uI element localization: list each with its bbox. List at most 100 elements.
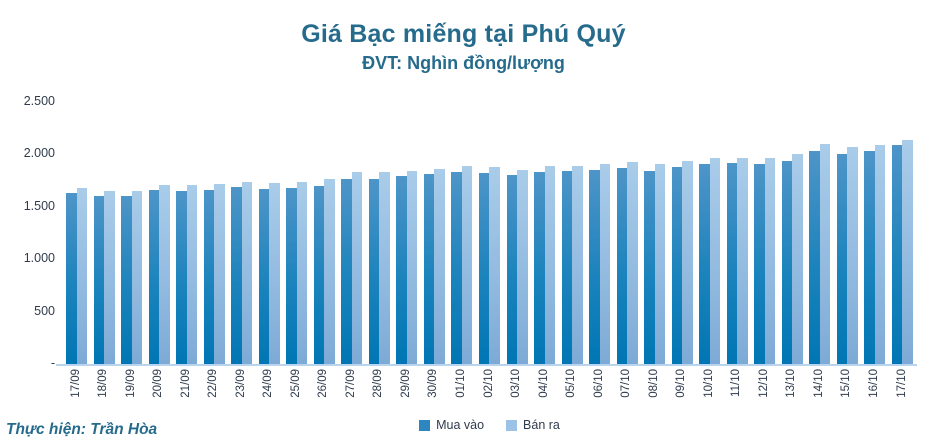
buy-bar-09-10 <box>671 166 683 364</box>
chart-header: Giá Bạc miếng tại Phú Quý ĐVT: Nghìn đồn… <box>0 18 927 76</box>
chart-title: Giá Bạc miếng tại Phú Quý <box>301 20 626 48</box>
bar-group-16-10 <box>864 144 886 364</box>
x-tick-label: 01/10 <box>454 369 467 398</box>
bar-group-19-09 <box>121 191 143 364</box>
sell-swatch-icon <box>506 419 518 431</box>
buy-bar-11-10 <box>726 162 738 364</box>
footer-credit: Thực hiện: Trần Hòa <box>6 421 158 438</box>
sell-bar-04-10 <box>544 165 556 364</box>
x-tick-label: 20/09 <box>152 369 165 398</box>
bar-group-23-09 <box>231 181 253 364</box>
bar-group-29-09 <box>396 171 418 364</box>
buy-bar-26-09 <box>313 185 325 364</box>
y-tick-label: 500 <box>34 303 55 318</box>
bar-group-13-10 <box>781 154 803 364</box>
buy-bar-14-10 <box>809 151 820 364</box>
legend-item-mua-vao: Mua vào <box>419 418 484 432</box>
sell-bar-17-10 <box>902 139 913 364</box>
buy-bar-10-10 <box>699 163 710 364</box>
buy-bar-22-09 <box>203 190 215 364</box>
buy-bar-04-10 <box>534 172 545 364</box>
bar-group-07-10 <box>616 161 638 364</box>
bar-group-27-09 <box>341 172 363 364</box>
buy-bar-17-09 <box>66 193 77 364</box>
bar-group-28-09 <box>368 172 390 364</box>
bar-group-25-09 <box>286 181 308 364</box>
x-tick-label: 19/09 <box>124 369 137 398</box>
y-tick-label: 1.000 <box>23 251 55 266</box>
legend-label: Bán ra <box>523 418 560 432</box>
x-tick-label: 02/10 <box>482 369 495 398</box>
bar-group-21-09 <box>176 184 198 364</box>
bar-group-05-10 <box>561 165 583 364</box>
bar-group-17-09 <box>66 187 87 364</box>
bar-group-08-10 <box>644 163 666 364</box>
buy-bar-01-10 <box>451 172 462 364</box>
x-axis-line <box>56 364 917 366</box>
sell-bar-24-09 <box>269 182 280 364</box>
sell-bar-08-10 <box>654 163 666 364</box>
bar-group-09-10 <box>671 160 693 364</box>
x-tick-label: 12/10 <box>757 369 770 398</box>
x-tick-label: 14/10 <box>812 369 825 398</box>
sell-bar-15-10 <box>847 147 858 364</box>
x-tick-label: 07/10 <box>620 369 633 398</box>
sell-bar-06-10 <box>599 163 611 364</box>
x-tick-label: 11/10 <box>730 369 743 397</box>
sell-bar-16-10 <box>874 144 886 364</box>
bar-group-06-10 <box>589 163 611 364</box>
buy-bar-03-10 <box>506 175 517 364</box>
sell-bar-14-10 <box>819 143 831 364</box>
sell-bar-20-09 <box>159 184 170 364</box>
sell-bar-21-09 <box>186 184 198 364</box>
sell-bar-18-09 <box>104 191 115 364</box>
buy-bar-21-09 <box>176 191 187 364</box>
buy-bar-28-09 <box>368 178 380 364</box>
bar-group-18-09 <box>93 191 115 364</box>
sell-bar-29-09 <box>406 171 418 364</box>
buy-bar-08-10 <box>644 171 655 364</box>
buy-bar-18-09 <box>93 196 105 364</box>
buy-bar-07-10 <box>616 168 628 364</box>
buy-bar-15-10 <box>836 154 848 364</box>
legend-label: Mua vào <box>436 418 485 432</box>
legend: Mua vào Bán ra <box>66 418 913 432</box>
x-tick-label: 03/10 <box>510 369 523 398</box>
x-tick-label: 23/09 <box>234 369 247 398</box>
buy-bar-19-09 <box>121 196 132 364</box>
y-tick-label: 2.000 <box>23 146 55 161</box>
buy-bar-23-09 <box>231 186 242 364</box>
sell-bar-19-09 <box>131 191 143 364</box>
x-tick-label: 13/10 <box>785 369 798 398</box>
sell-bar-26-09 <box>324 178 335 364</box>
bar-group-02-10 <box>478 166 500 364</box>
x-tick-label: 29/09 <box>399 369 412 398</box>
buy-bar-30-09 <box>423 174 435 364</box>
sell-bar-01-10 <box>461 165 473 364</box>
bar-group-24-09 <box>258 182 280 364</box>
sell-bar-28-09 <box>379 172 390 364</box>
sell-bar-25-09 <box>296 181 308 364</box>
x-tick-label: 28/09 <box>372 369 385 398</box>
sell-bar-12-10 <box>764 157 776 364</box>
bar-group-15-10 <box>836 147 858 364</box>
sell-bar-11-10 <box>737 157 748 364</box>
bar-group-01-10 <box>451 165 473 364</box>
sell-bar-03-10 <box>517 170 528 364</box>
sell-bar-02-10 <box>489 166 500 364</box>
plot-area <box>66 102 913 364</box>
sell-bar-05-10 <box>572 165 583 364</box>
bar-group-04-10 <box>534 165 556 364</box>
x-tick-label: 09/10 <box>675 369 688 398</box>
chart-subtitle: ĐVT: Nghìn đồng/lượng <box>362 53 565 73</box>
bar-group-11-10 <box>726 157 748 364</box>
x-tick-label: 24/09 <box>262 369 275 398</box>
y-tick-label: 1.500 <box>23 198 55 213</box>
buy-bar-06-10 <box>589 170 600 364</box>
bar-group-20-09 <box>148 184 170 364</box>
sell-bar-13-10 <box>792 154 803 364</box>
x-tick-label: 08/10 <box>647 369 660 398</box>
bar-group-14-10 <box>809 143 831 364</box>
buy-bar-13-10 <box>781 160 793 364</box>
